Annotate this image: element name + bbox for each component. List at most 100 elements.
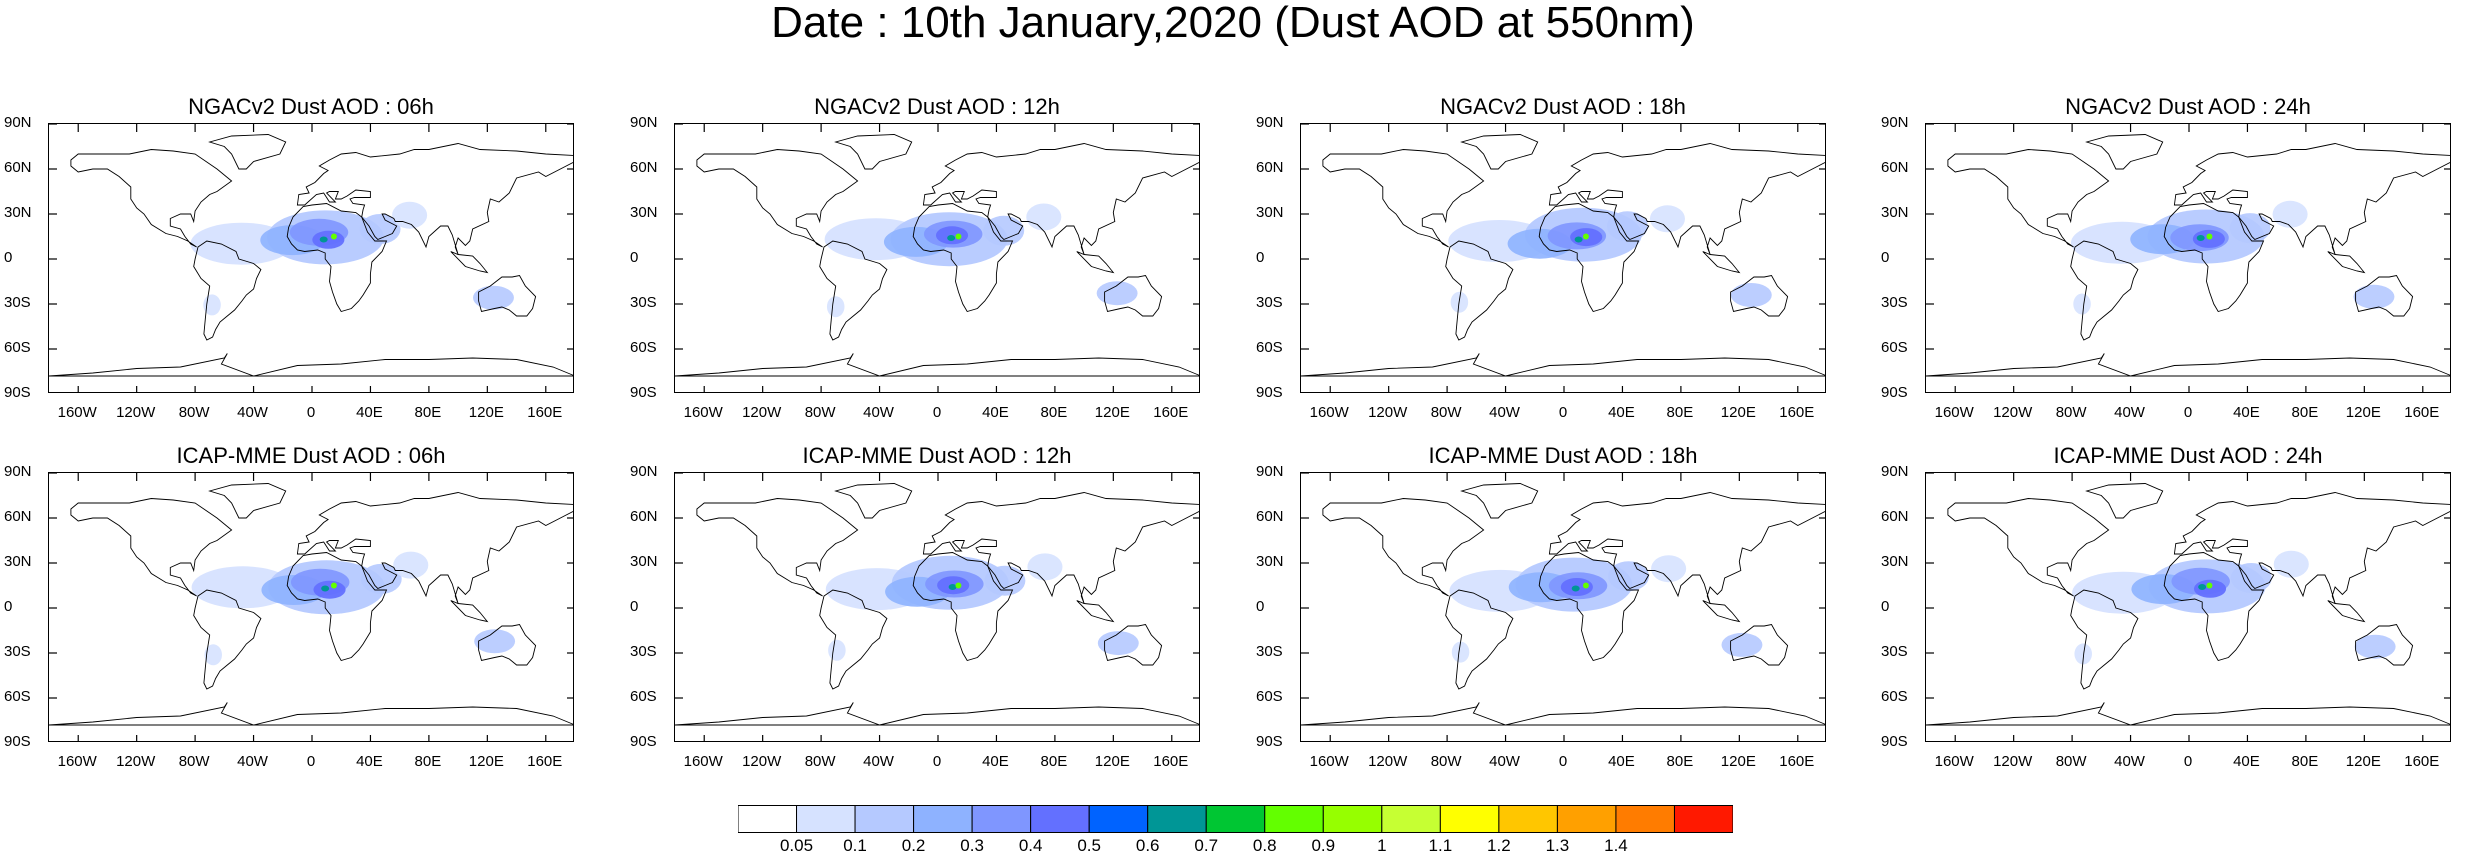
lat-tick-label: 90S	[1881, 384, 1908, 401]
dust-plume	[2073, 293, 2091, 315]
lat-tick-label: 30N	[4, 204, 32, 221]
lat-tick-label: 30S	[1256, 294, 1283, 311]
dust-plume	[1649, 205, 1685, 233]
lon-tick-label: 40W	[2114, 404, 2145, 421]
coastline	[70, 498, 233, 597]
lon-tick-label: 0	[306, 753, 316, 770]
map-canvas	[1301, 124, 1825, 392]
lon-tick-label: 0	[2183, 404, 2193, 421]
coastline	[208, 483, 287, 519]
coastline	[1322, 498, 1485, 597]
dust-plume	[983, 215, 1025, 246]
dust-hotspot	[321, 585, 330, 592]
lon-tick-label: 160E	[1153, 753, 1189, 770]
dust-plume	[1097, 631, 1139, 656]
colorbar-label: 1.1	[1428, 836, 1453, 855]
dust-plume	[2074, 643, 2092, 665]
coastline	[286, 552, 388, 662]
coastline	[1076, 600, 1115, 623]
lon-tick-label: 120W	[116, 404, 156, 421]
lon-tick-label: 120W	[1993, 753, 2033, 770]
dust-plume	[1451, 641, 1470, 663]
lat-tick-label: 60N	[630, 159, 658, 176]
lat-tick-label: 90S	[1256, 384, 1283, 401]
dust-hotspot	[2198, 584, 2207, 590]
lon-tick-label: 40E	[2233, 753, 2260, 770]
lat-tick-label: 60N	[1256, 508, 1284, 525]
lon-tick-label: 120W	[1993, 404, 2033, 421]
lon-tick-label: 80E	[1040, 753, 1068, 770]
lat-tick-label: 30N	[4, 553, 32, 570]
lon-tick-label: 40E	[2233, 404, 2260, 421]
lon-tick-label: 120E	[468, 404, 504, 421]
dust-plume	[1027, 553, 1063, 581]
map-canvas	[675, 473, 1199, 741]
lon-tick-label: 160W	[1309, 404, 1349, 421]
dust-hotspot	[955, 582, 962, 589]
coastline	[819, 589, 888, 690]
coastline	[2173, 143, 2450, 255]
coastline	[912, 203, 1014, 313]
coastline	[208, 134, 287, 170]
lon-tick-label: 120W	[1368, 404, 1408, 421]
dust-plume	[473, 285, 514, 310]
colorbar-swatch	[1556, 805, 1617, 833]
dust-plume	[1651, 555, 1687, 583]
lat-tick-label: 90N	[1881, 114, 1909, 131]
coastline	[2327, 251, 2366, 274]
lon-tick-label: 80W	[804, 404, 836, 421]
lon-tick-label: 120E	[2345, 753, 2381, 770]
lon-tick-label: 160E	[1779, 753, 1815, 770]
lat-tick-label: 60N	[630, 508, 658, 525]
lat-tick-label: 60N	[4, 159, 32, 176]
map-canvas	[1926, 473, 2450, 741]
lon-tick-label: 120E	[468, 753, 504, 770]
lat-tick-label: 60N	[4, 508, 32, 525]
dust-plume	[828, 639, 846, 661]
dust-plume	[1096, 281, 1138, 306]
lat-tick-label: 60S	[1256, 339, 1283, 356]
coastline	[2173, 492, 2450, 604]
lon-tick-label: 80W	[2055, 404, 2087, 421]
colorbar-label: 1	[1377, 836, 1387, 855]
colorbar-swatch	[1439, 805, 1500, 833]
colorbar-swatch	[1088, 805, 1149, 833]
coastline	[2163, 203, 2265, 313]
lon-tick-label: 80E	[1666, 753, 1694, 770]
lon-tick-label: 80W	[1430, 404, 1462, 421]
colorbar-label: 1.3	[1545, 836, 1570, 855]
coastline	[478, 274, 537, 317]
lat-tick-label: 60N	[1256, 159, 1284, 176]
lon-tick-label: 40E	[1608, 404, 1635, 421]
lon-tick-label: 160W	[1934, 404, 1974, 421]
lon-tick-label: 40W	[863, 404, 894, 421]
dust-plume	[393, 551, 429, 579]
lon-tick-label: 80E	[414, 404, 442, 421]
panel-title: ICAP-MME Dust AOD : 24h	[2053, 443, 2323, 468]
coastline	[193, 240, 262, 341]
lon-tick-label: 40W	[2114, 753, 2145, 770]
dust-hotspot	[2206, 233, 2213, 240]
colorbar-label: 0.7	[1194, 836, 1219, 855]
colorbar-swatch	[1205, 805, 1266, 833]
coastline	[1538, 203, 1640, 313]
dust-plume	[2354, 634, 2396, 659]
coastline	[1301, 702, 1825, 726]
lon-tick-label: 120W	[742, 404, 782, 421]
lon-tick-label: 80E	[414, 753, 442, 770]
colorbar-swatch	[1673, 805, 1733, 833]
dust-plume	[1730, 283, 1772, 307]
lon-tick-label: 80W	[804, 753, 836, 770]
coastline	[1926, 702, 2450, 726]
dust-plume	[2273, 550, 2309, 578]
dust-hotspot	[2206, 582, 2213, 589]
dust-hotspot	[1571, 585, 1580, 592]
dust-hotspot	[2196, 235, 2205, 241]
coastline	[675, 353, 1199, 377]
coastline	[1702, 251, 1741, 274]
lon-tick-label: 80E	[1666, 404, 1694, 421]
colorbar-swatch	[1030, 805, 1090, 833]
coastline	[1460, 134, 1539, 170]
lon-tick-label: 40W	[237, 404, 268, 421]
coastline	[1947, 149, 2110, 248]
